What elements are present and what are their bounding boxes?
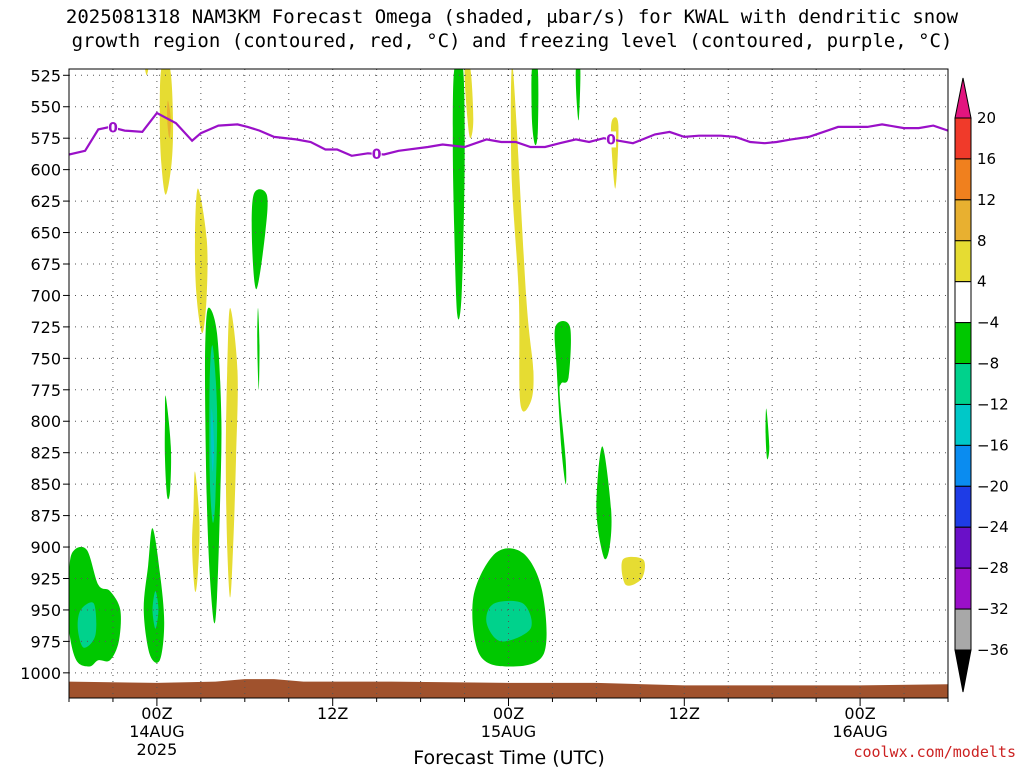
- omega-region-23: [596, 446, 612, 560]
- colorbar-label: −4: [977, 314, 999, 332]
- y-tick-label: 525: [30, 66, 61, 85]
- y-tick-label: 650: [30, 224, 61, 243]
- chart-title: 2025081318 NAM3KM Forecast Omega (shaded…: [65, 6, 959, 28]
- x-tick-label: 00Z: [493, 704, 524, 723]
- omega-region-8: [211, 408, 215, 472]
- y-tick-label: 975: [30, 632, 61, 651]
- y-tick-label: 875: [30, 507, 61, 526]
- colorbar-segment: [954, 322, 972, 365]
- x-tick-label: 12Z: [669, 704, 700, 723]
- colorbar-bottom-arrow: [954, 649, 972, 693]
- colorbar-segment: [954, 608, 972, 651]
- x-tick-label: 2025: [137, 740, 178, 759]
- omega-region-21: [610, 117, 619, 189]
- omega-region-9: [251, 189, 268, 290]
- colorbar-segment: [954, 240, 972, 283]
- colorbar-label: 16: [977, 150, 996, 168]
- colorbar-label: −12: [977, 395, 1009, 413]
- omega-region-13: [77, 602, 97, 648]
- y-tick-label: 775: [30, 381, 61, 400]
- omega-region-15: [152, 591, 159, 629]
- y-tick-label: 750: [30, 349, 61, 368]
- colorbar-label: 20: [977, 109, 996, 127]
- colorbar-segment: [954, 281, 972, 324]
- y-tick-label: 1000: [20, 664, 61, 683]
- y-tick-label: 825: [30, 444, 61, 463]
- omega-region-22: [554, 321, 571, 485]
- omega-region-24: [621, 556, 645, 586]
- x-tick-label: 00Z: [141, 704, 172, 723]
- freezing-level-label: 0: [108, 121, 118, 137]
- colorbar-label: 4: [977, 273, 987, 291]
- colorbar-segment: [954, 403, 972, 446]
- colorbar-segment: [954, 485, 972, 528]
- colorbar-segment: [954, 117, 972, 160]
- omega-region-25: [765, 408, 770, 460]
- y-tick-label: 900: [30, 538, 61, 557]
- credit-text: coolwx.com/modelts: [853, 743, 1016, 761]
- colorbar-label: −28: [977, 559, 1009, 577]
- freezing-level-label: 0: [372, 147, 382, 163]
- colorbar-label: −36: [977, 641, 1009, 659]
- y-tick-label: 725: [30, 318, 61, 337]
- omega-region-17: [452, 69, 465, 320]
- omega-region-16: [464, 69, 474, 139]
- omega-region-14: [143, 528, 165, 663]
- freezing-level-line: [69, 111, 948, 157]
- y-tick-label: 700: [30, 286, 61, 305]
- colorbar-label: 8: [977, 232, 987, 250]
- colorbar-segment: [954, 567, 972, 610]
- x-tick-label: 00Z: [844, 704, 875, 723]
- ground-fill: [69, 679, 948, 698]
- omega-region-0: [159, 69, 174, 195]
- colorbar-label: 12: [977, 191, 996, 209]
- omega-region-10: [257, 308, 260, 390]
- x-tick-label: 16AUG: [832, 722, 887, 741]
- freezing-label-bg: [606, 131, 617, 148]
- y-tick-label: 600: [30, 161, 61, 180]
- y-tick-label: 800: [30, 412, 61, 431]
- colorbar-label: −20: [977, 477, 1009, 495]
- colorbar-segment: [954, 158, 972, 201]
- y-axis: 525 550 575 600 625 650 675 700 725 750 775 800 825 8…: [20, 66, 69, 683]
- y-tick-label: 925: [30, 569, 61, 588]
- ground-layer: [69, 679, 948, 698]
- y-tick-label: 625: [30, 192, 61, 211]
- colorbar-label: −8: [977, 355, 999, 373]
- y-tick-label: 550: [30, 98, 61, 117]
- x-axis-label: Forecast Time (UTC): [413, 747, 604, 768]
- colorbar-label: −32: [977, 600, 1009, 618]
- chart-subtitle: growth region (contoured, red, °C) and f…: [71, 30, 953, 52]
- colorbar-label: −24: [977, 518, 1009, 536]
- y-tick-label: 575: [30, 129, 61, 148]
- freezing-level-label: 0: [606, 132, 616, 148]
- colorbar-segment: [954, 526, 972, 569]
- colorbar-segment: [954, 199, 972, 242]
- omega-shading: [69, 69, 770, 667]
- y-tick-label: 675: [30, 255, 61, 274]
- colorbar-label: −16: [977, 436, 1009, 454]
- grid: [68, 69, 949, 698]
- omega-region-11: [164, 395, 172, 500]
- omega-region-5: [192, 471, 200, 592]
- freezing-level: 0 0 0: [69, 111, 948, 163]
- x-tick-label: 14AUG: [129, 722, 184, 741]
- colorbar-segment: [954, 363, 972, 405]
- freezing-label-bg: [371, 145, 382, 162]
- x-tick-label: 15AUG: [481, 722, 536, 741]
- omega-region-18: [510, 69, 534, 412]
- colorbar-top-arrow: [954, 77, 972, 119]
- y-tick-label: 950: [30, 601, 61, 620]
- colorbar-segment: [954, 444, 972, 487]
- freezing-label-bg: [107, 119, 118, 136]
- colorbar: 20 16 12 8 4 −4 −8 −12 −16 −20 −24 −28 −32 −36: [954, 77, 1009, 693]
- x-tick-label: 12Z: [317, 704, 348, 723]
- omega-region-2: [145, 69, 149, 76]
- omega-region-19: [531, 69, 539, 146]
- y-tick-label: 850: [30, 475, 61, 494]
- omega-region-20: [575, 69, 581, 121]
- omega-region-3: [194, 188, 208, 334]
